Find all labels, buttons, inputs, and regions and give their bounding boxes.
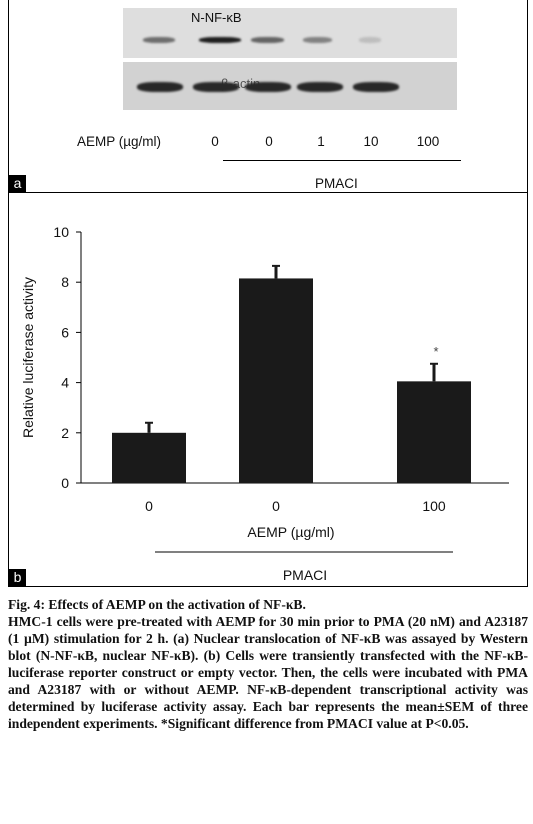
bar	[239, 278, 313, 483]
bar-chart: 0 2 4 6 8 10 Relative luciferase activity 0 0 100…	[20, 224, 509, 583]
nf-kb-band	[359, 37, 381, 43]
bar	[397, 381, 471, 483]
beta-actin-band	[353, 82, 399, 92]
y-tick-label: 6	[61, 324, 69, 340]
caption: Fig. 4: Effects of AEMP on the activatio…	[8, 596, 528, 732]
x-tick-label: 0	[272, 498, 280, 514]
nf-kb-band	[143, 37, 175, 43]
x-tick-label: 0	[145, 498, 153, 514]
nf-kb-band	[303, 37, 333, 43]
lane-label: 0	[211, 134, 219, 149]
beta-actin-band	[297, 82, 343, 92]
group-label: PMACI	[283, 567, 327, 583]
blot-nf-kb: N-NF-κB	[123, 8, 457, 58]
nf-kb-band	[199, 37, 241, 43]
lane-label: 10	[363, 134, 379, 149]
y-tick-label: 4	[61, 375, 69, 391]
row-label: AEMP (µg/ml)	[77, 134, 162, 149]
lane-label: 1	[317, 134, 325, 149]
y-tick-label: 0	[61, 475, 69, 491]
lane-label: 100	[416, 134, 440, 149]
group-label: PMACI	[315, 176, 358, 191]
y-tick-label: 2	[61, 425, 69, 441]
group-rule	[223, 160, 461, 161]
lane-label: 0	[265, 134, 273, 149]
beta-actin-band	[245, 82, 291, 92]
y-axis-label: Relative luciferase activity	[20, 277, 36, 438]
x-axis-label: AEMP (µg/ml)	[247, 524, 334, 540]
x-tick-label: 100	[422, 498, 446, 514]
blot-top-label: N-NF-κB	[191, 10, 242, 25]
panel-tag: a	[9, 175, 26, 192]
panel-tag: b	[9, 569, 26, 586]
caption-title: Fig. 4: Effects of AEMP on the activatio…	[8, 597, 306, 612]
beta-actin-band	[193, 82, 239, 92]
beta-actin-band	[137, 82, 183, 92]
y-tick-label: 8	[61, 274, 69, 290]
panel-a: N-NF-κB β-actin AEMP (µg/ml) 0 0 1 10 10…	[8, 0, 528, 193]
significance-mark: *	[433, 344, 438, 359]
figure: N-NF-κB β-actin AEMP (µg/ml) 0 0 1 10 10…	[8, 0, 528, 587]
caption-body: HMC-1 cells were pre-treated with AEMP f…	[8, 614, 528, 731]
nf-kb-band	[251, 37, 285, 43]
panel-b: 0 2 4 6 8 10 Relative luciferase activity 0 0 100…	[8, 192, 528, 587]
bar	[112, 432, 186, 483]
y-tick-label: 10	[53, 224, 69, 240]
